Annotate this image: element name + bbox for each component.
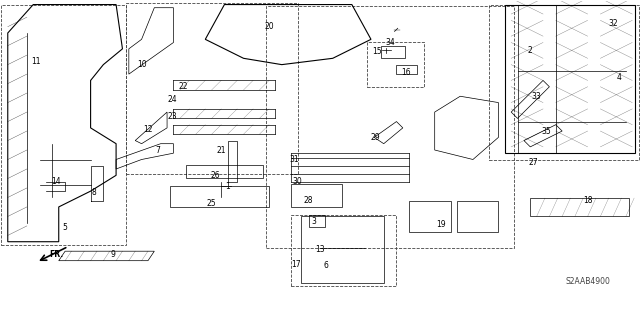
Text: 19: 19 (436, 220, 446, 229)
Text: 25: 25 (207, 199, 216, 208)
Text: 2: 2 (528, 46, 532, 55)
Text: 22: 22 (179, 82, 188, 91)
Bar (381, 46, 404, 58)
Bar (409, 201, 451, 232)
Text: 8: 8 (92, 188, 96, 197)
Text: FR.: FR. (49, 250, 63, 259)
Text: 13: 13 (315, 245, 325, 254)
Bar (309, 215, 325, 227)
Text: 21: 21 (216, 145, 226, 154)
Text: 30: 30 (293, 177, 303, 186)
Text: 12: 12 (143, 125, 153, 134)
Bar (489, 4, 639, 160)
Text: 14: 14 (51, 177, 60, 186)
Bar (367, 42, 424, 87)
Bar (396, 65, 417, 74)
Bar (1, 4, 125, 245)
Text: 7: 7 (155, 145, 160, 154)
Text: 5: 5 (63, 223, 68, 232)
Bar (266, 6, 515, 248)
Text: 28: 28 (304, 196, 314, 205)
Text: 24: 24 (167, 95, 177, 104)
Bar (186, 165, 262, 178)
Text: 17: 17 (291, 260, 301, 269)
Text: 18: 18 (583, 196, 593, 205)
Text: S2AAB4900: S2AAB4900 (565, 277, 610, 286)
Text: 1: 1 (225, 182, 230, 191)
Bar (291, 184, 342, 207)
Text: 35: 35 (541, 127, 551, 136)
Text: 34: 34 (385, 38, 395, 47)
Text: 32: 32 (608, 19, 618, 28)
Text: 10: 10 (137, 60, 147, 69)
Bar (457, 201, 499, 232)
Text: 9: 9 (111, 250, 115, 259)
Text: 31: 31 (290, 155, 300, 164)
Text: 15: 15 (372, 48, 382, 56)
Text: 27: 27 (529, 158, 538, 167)
Text: 29: 29 (371, 133, 380, 142)
Text: 6: 6 (324, 261, 329, 270)
Text: 4: 4 (617, 73, 622, 82)
Bar (291, 215, 396, 286)
Bar (531, 198, 629, 216)
Text: 16: 16 (401, 68, 411, 77)
Text: 26: 26 (210, 171, 220, 180)
Text: 20: 20 (264, 22, 274, 31)
Bar (125, 3, 298, 174)
Bar (170, 186, 269, 207)
Text: 11: 11 (32, 57, 41, 66)
Text: 33: 33 (532, 92, 541, 101)
Text: 23: 23 (167, 112, 177, 121)
Text: 3: 3 (311, 217, 316, 226)
